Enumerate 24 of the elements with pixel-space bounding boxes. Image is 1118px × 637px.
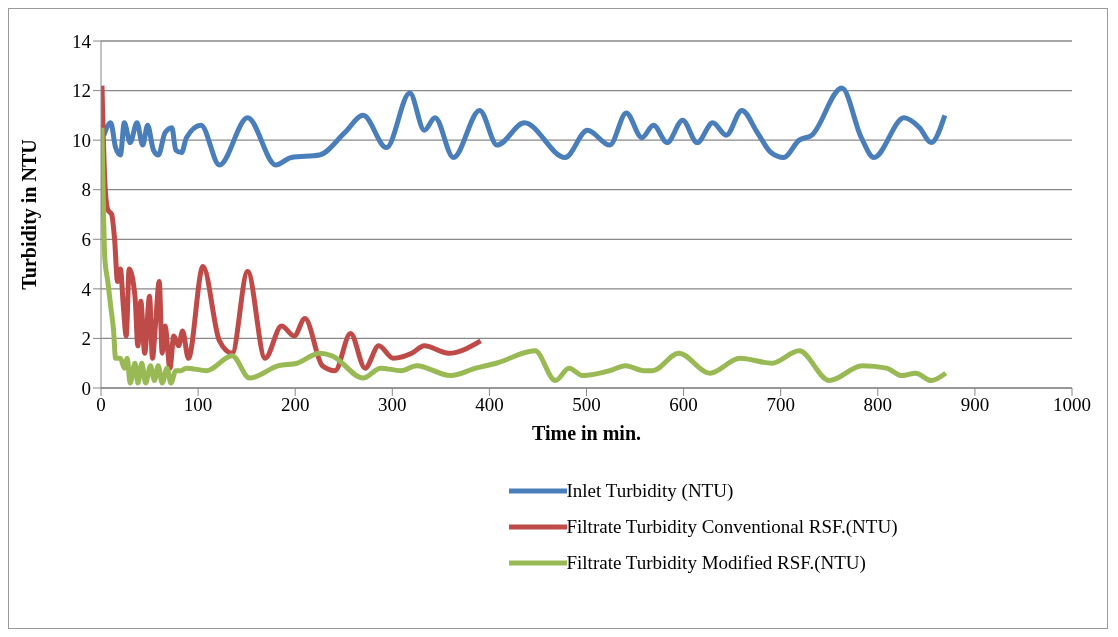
x-tick-label: 300 bbox=[378, 394, 407, 416]
y-tick-label: 0 bbox=[81, 377, 91, 399]
x-tick-label: 1000 bbox=[1053, 394, 1091, 416]
x-tick-label: 500 bbox=[572, 394, 601, 416]
x-tick-label: 0 bbox=[96, 394, 106, 416]
legend-label: Filtrate Turbidity Conventional RSF.(NTU) bbox=[566, 516, 898, 538]
x-tick-label: 600 bbox=[669, 394, 698, 416]
x-tick-label: 100 bbox=[183, 394, 213, 416]
x-tick-label: 800 bbox=[863, 394, 893, 416]
x-axis-title: Time in min. bbox=[531, 422, 642, 444]
y-tick-label: 2 bbox=[81, 328, 91, 350]
x-tick-label: 900 bbox=[960, 394, 990, 416]
y-tick-label: 10 bbox=[72, 129, 91, 151]
y-tick-label: 14 bbox=[72, 30, 92, 52]
y-axis-title: Turbidity in NTU bbox=[18, 139, 42, 290]
legend-label: Inlet Turbidity (NTU) bbox=[566, 480, 734, 502]
y-tick-label: 12 bbox=[72, 80, 91, 102]
y-tick-label: 4 bbox=[81, 278, 92, 300]
x-tick-label: 400 bbox=[475, 394, 504, 416]
y-tick-label: 8 bbox=[81, 179, 91, 201]
x-tick-label: 200 bbox=[280, 394, 310, 416]
x-tick-label: 700 bbox=[766, 394, 795, 416]
legend-label: Filtrate Turbidity Modified RSF.(NTU) bbox=[566, 552, 866, 574]
y-tick-label: 6 bbox=[81, 229, 91, 251]
